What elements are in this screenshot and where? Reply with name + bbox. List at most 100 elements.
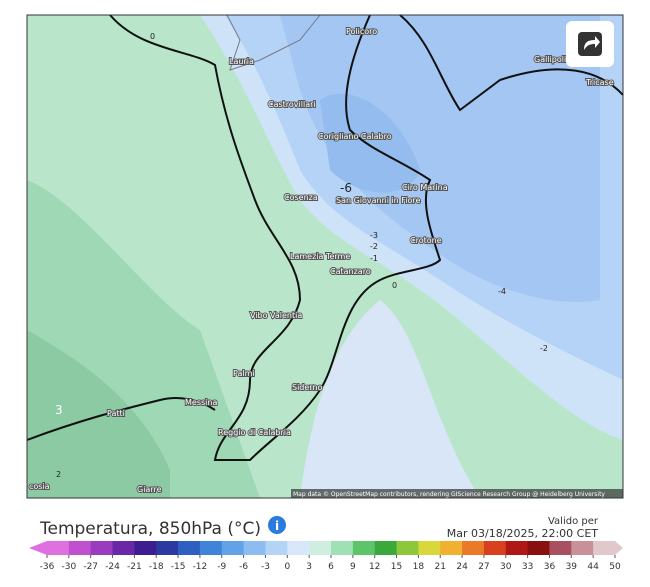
colorbar-tick-label: 33 bbox=[522, 562, 533, 572]
colorbar-tick-label: -9 bbox=[217, 562, 226, 572]
colorbar-segment bbox=[527, 541, 550, 555]
city-label: Siderno bbox=[292, 383, 323, 392]
colorbar-segment bbox=[287, 541, 310, 555]
city-label: Vibo Valentia bbox=[250, 311, 302, 320]
svg-text:i: i bbox=[275, 519, 279, 533]
info-icon[interactable]: i bbox=[268, 516, 286, 534]
legend-title: Temperatura, 850hPa (°C) bbox=[39, 519, 261, 539]
colorbar-segment bbox=[112, 541, 135, 555]
colorbar-segment bbox=[47, 541, 70, 555]
region bbox=[27, 330, 170, 498]
map: Policoro Gallipoli Tricase Lauria Castro… bbox=[26, 14, 624, 499]
city-label: Crotone bbox=[410, 236, 442, 245]
contour-label: -4 bbox=[498, 287, 506, 296]
colorbar-segment bbox=[549, 541, 572, 555]
colorbar-tick-label: 27 bbox=[478, 562, 489, 572]
coastline bbox=[26, 397, 216, 441]
city-label: San Giovanni in Fiore bbox=[336, 196, 421, 205]
attribution: Map data © OpenStreetMap contributors, r… bbox=[293, 491, 605, 498]
city-label: Messina bbox=[185, 398, 217, 407]
city-label: Ciro Marina bbox=[402, 183, 448, 192]
colorbar-tick-label: 12 bbox=[369, 562, 380, 572]
colorbar-tick-label: 21 bbox=[435, 562, 446, 572]
colorbar-segment bbox=[483, 541, 507, 555]
colorbar-segment bbox=[505, 541, 529, 555]
valid-label: Valido per bbox=[548, 516, 599, 527]
colorbar-segment bbox=[418, 541, 441, 555]
contour-label: 2 bbox=[56, 470, 61, 479]
colorbar-segment bbox=[440, 541, 463, 555]
colorbar-tick-label: -6 bbox=[239, 562, 248, 572]
colorbar-segment bbox=[265, 541, 288, 555]
city-label: Patti bbox=[107, 409, 125, 418]
colorbar-tick-label: -36 bbox=[40, 562, 55, 572]
colorbar-segment bbox=[331, 541, 354, 555]
colorbar-segment bbox=[374, 541, 398, 555]
contour-label: -1 bbox=[370, 254, 378, 263]
colorbar-tick-label: -15 bbox=[171, 562, 186, 572]
colorbar-tick-label: 39 bbox=[566, 562, 578, 572]
colorbar-tick-label: 50 bbox=[609, 562, 621, 572]
colorbar-tick-label: 30 bbox=[500, 562, 512, 572]
city-label: Palmi bbox=[233, 369, 255, 378]
colorbar-arrow bbox=[615, 541, 623, 555]
colorbar-tick-label: 24 bbox=[456, 562, 468, 572]
colorbar-tick-label: 15 bbox=[391, 562, 402, 572]
colorbar-tick-label: 18 bbox=[413, 562, 425, 572]
colorbar-segment bbox=[243, 541, 266, 555]
colorbar-segment bbox=[156, 541, 179, 555]
colorbar-segment bbox=[571, 541, 594, 555]
map-frame bbox=[26, 14, 624, 499]
colorbar-tick-label: 0 bbox=[284, 562, 290, 572]
city-label: Catanzaro bbox=[330, 267, 371, 276]
contour-label: -2 bbox=[370, 242, 378, 251]
colorbar-segment bbox=[178, 541, 201, 555]
colorbar-segment bbox=[396, 541, 419, 555]
colorbar-segment bbox=[309, 541, 332, 555]
colorbar-tick-label: -27 bbox=[83, 562, 98, 572]
colorbar-segment bbox=[199, 541, 223, 555]
colorbar-segment bbox=[68, 541, 92, 555]
region bbox=[300, 300, 480, 498]
city-label: Tricase bbox=[585, 78, 614, 87]
city-label: Reggio di Calabria bbox=[218, 428, 291, 437]
colorbar-tick-label: 9 bbox=[350, 562, 356, 572]
border bbox=[226, 14, 321, 71]
contour-label: 0 bbox=[392, 281, 397, 290]
colorbar-segment bbox=[90, 541, 114, 555]
colorbar-tick-label: -12 bbox=[193, 562, 208, 572]
region bbox=[320, 93, 420, 193]
city-label: cosia bbox=[29, 482, 50, 491]
colorbar: -36 -30 -27 -24 -21 -18 -15 -12 -9 -6 -3 0 3 6 9 12 15 18… bbox=[29, 541, 623, 572]
colorbar-tick-label: 6 bbox=[328, 562, 334, 572]
share-button[interactable] bbox=[566, 21, 614, 67]
attribution-bg bbox=[291, 489, 623, 498]
colorbar-tick-label: -30 bbox=[61, 562, 76, 572]
contour-label: -2 bbox=[540, 344, 548, 353]
colorbar-tick-label: -3 bbox=[261, 562, 270, 572]
city-label: Corigliano Calabro bbox=[318, 132, 392, 141]
colorbar-segment bbox=[221, 541, 245, 555]
coastline bbox=[399, 14, 624, 112]
colorbar-segment bbox=[134, 541, 157, 555]
region bbox=[280, 15, 600, 302]
colorbar-segment bbox=[593, 541, 616, 555]
contour-label: 3 bbox=[55, 403, 63, 417]
valid-time: Mar 03/18/2025, 22:00 CET bbox=[447, 527, 598, 540]
city-label: Lamezia Terme bbox=[290, 252, 350, 261]
city-label: Lauria bbox=[229, 57, 254, 66]
colorbar-arrow bbox=[29, 541, 47, 555]
contour-label: -6 bbox=[340, 181, 352, 195]
contour-label: 0 bbox=[150, 32, 155, 41]
city-label: Gallipoli bbox=[534, 55, 566, 64]
city-label: Policoro bbox=[346, 27, 377, 36]
colorbar-tick-label: -21 bbox=[127, 562, 142, 572]
colorbar-tick-label: 44 bbox=[587, 562, 599, 572]
colorbar-tick-label: 36 bbox=[544, 562, 556, 572]
colorbar-tick-label: -24 bbox=[105, 562, 120, 572]
colorbar-segment bbox=[352, 541, 376, 555]
colorbar-tick-label: -18 bbox=[149, 562, 164, 572]
coastline bbox=[109, 14, 442, 461]
city-label: Castrovillari bbox=[268, 100, 316, 109]
